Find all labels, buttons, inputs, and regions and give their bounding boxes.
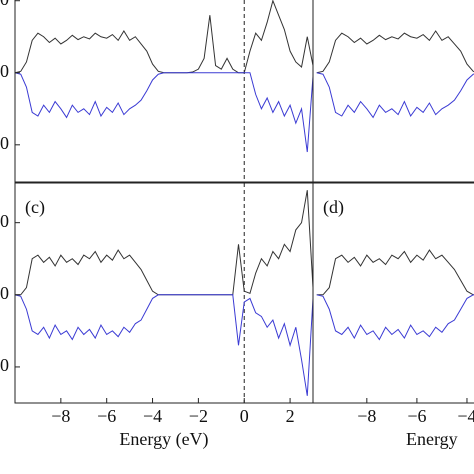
y-tick-label: 0 [0, 133, 9, 153]
y-tick-label: 0 [0, 61, 9, 81]
x-tick-label: −6 [407, 406, 426, 426]
panel-frame [14, 0, 314, 184]
x-tick-label: −4 [143, 406, 162, 426]
y-tick-label: 0 [0, 283, 9, 303]
x-tick-label: −4 [457, 406, 474, 426]
plot-area [316, 249, 474, 341]
panel: 0 0 0 −8 −6 −4 −2 0 2 (c) Energy (eV) [0, 181, 314, 450]
panel: 0 0 0 [0, 0, 314, 184]
panel: −8 −6 −4 (d) Energy [312, 181, 474, 449]
panel-frame [312, 181, 474, 404]
panel-label: (d) [323, 197, 344, 218]
plot-area [15, 183, 313, 403]
panel-label: (c) [25, 197, 45, 218]
dos-line [316, 294, 474, 341]
x-tick-label: −8 [51, 406, 70, 426]
x-tick-label: −2 [189, 406, 208, 426]
y-tick-label: 0 [0, 355, 9, 375]
dos-line [15, 294, 313, 396]
y-tick-label: 0 [0, 211, 9, 231]
plot-area [15, 0, 313, 183]
x-axis-label: Energy (eV) [119, 429, 208, 450]
plot-area [316, 30, 474, 119]
dos-line [316, 249, 474, 296]
dos-line [15, 72, 313, 153]
x-axis-label: Energy [406, 429, 458, 449]
x-tick-label: −6 [97, 406, 116, 426]
x-tick-label: 2 [286, 406, 295, 426]
dos-line [15, 0, 313, 74]
x-tick-label: −8 [357, 406, 376, 426]
dos-line [316, 72, 474, 119]
panel [312, 0, 474, 184]
x-tick-label: 0 [240, 406, 249, 426]
panel-frame [14, 181, 314, 404]
y-tick-label: 0 [0, 0, 9, 9]
panel-frame [312, 0, 474, 184]
dos-line [316, 30, 474, 74]
dos-line [15, 190, 313, 296]
